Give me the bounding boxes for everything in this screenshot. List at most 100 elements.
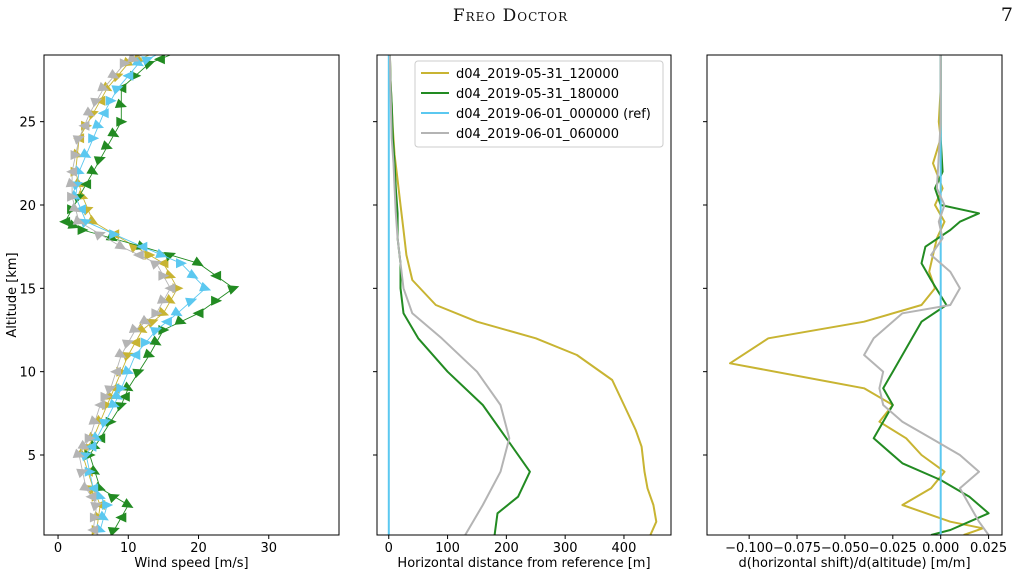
wind-arrow-marker <box>118 391 130 402</box>
wind-arrow-marker <box>114 348 127 358</box>
wind-arrow-marker <box>114 402 127 412</box>
wind-arrow-marker <box>66 166 78 177</box>
x-axis-label: Horizontal distance from reference [m] <box>397 556 650 571</box>
wind-arrow-marker <box>156 294 170 304</box>
x-tick-label: 100 <box>435 541 460 556</box>
wind-arrow-marker <box>128 323 141 333</box>
x-tick-label: 0 <box>385 541 393 556</box>
wind-arrow-marker <box>138 314 151 325</box>
legend-label: d04_2019-06-01_060000 <box>456 127 619 142</box>
wind-arrow-marker <box>144 250 156 260</box>
wind-arrow-marker <box>116 383 128 394</box>
wind-arrow-marker <box>105 95 117 106</box>
wind-arrow-marker <box>132 368 145 379</box>
wind-arrow-marker <box>74 204 86 215</box>
wind-arrow-marker <box>153 55 165 65</box>
wind-arrow-marker <box>96 510 109 521</box>
wind-arrow-marker <box>90 502 103 512</box>
wind-arrow-marker <box>107 527 120 535</box>
series-line-3 <box>388 55 511 535</box>
wind-arrow-marker <box>88 133 100 144</box>
wind-arrow-marker <box>93 231 106 241</box>
wind-arrow-marker <box>199 281 212 292</box>
wind-arrow-marker <box>107 127 120 138</box>
wind-arrow-marker <box>110 366 121 377</box>
wind-arrow-marker <box>160 316 172 327</box>
wind-arrow-marker <box>136 241 148 252</box>
wind-arrow-marker <box>89 512 101 523</box>
x-tick-label: 0.000 <box>922 541 959 556</box>
wind-arrow-marker <box>88 415 101 425</box>
wind-arrow-marker <box>79 481 92 492</box>
wind-arrow-marker <box>78 120 90 131</box>
wind-arrow-marker <box>142 348 156 358</box>
wind-arrow-marker <box>80 179 92 190</box>
wind-arrow-marker <box>227 285 240 295</box>
wind-arrow-marker <box>149 335 162 346</box>
x-tick-label: 300 <box>553 541 578 556</box>
wind-arrow-marker <box>111 85 124 95</box>
wind-arrow-marker <box>129 337 141 348</box>
wind-arrow-marker <box>107 68 120 79</box>
wind-arrow-marker <box>85 441 97 452</box>
x-tick-label: −0.025 <box>869 541 917 556</box>
wind-arrow-marker <box>65 177 78 188</box>
plot-area <box>729 55 990 535</box>
wind-arrow-marker <box>158 270 170 281</box>
x-tick-label: 0 <box>54 541 62 556</box>
x-axis-label: Wind speed [m/s] <box>134 556 248 571</box>
wind-arrow-marker <box>116 116 128 127</box>
wind-arrow-marker <box>141 56 154 66</box>
legend-label: d04_2019-05-31_120000 <box>456 67 619 82</box>
series-line-1 <box>872 55 990 535</box>
axes-frame <box>43 54 340 536</box>
wind-arrow-marker <box>79 148 92 158</box>
wind-arrow-marker <box>131 56 144 67</box>
wind-arrow-marker <box>107 493 120 504</box>
y-tick-label: 5 <box>28 449 36 464</box>
y-tick-label: 20 <box>19 199 36 214</box>
wind-arrow-marker <box>115 512 127 523</box>
x-tick-label: 400 <box>612 541 637 556</box>
axes-frame <box>376 54 672 536</box>
running-header-title: Freo Doctor <box>452 6 569 26</box>
wind-arrow-marker <box>210 270 222 281</box>
wind-arrow-marker <box>149 327 163 337</box>
wind-arrow-marker <box>79 218 92 229</box>
wind-arrow-marker <box>99 418 112 429</box>
wind-arrow-marker <box>132 250 144 260</box>
x-tick-label: −0.100 <box>725 541 773 556</box>
legend: d04_2019-05-31_120000 d04_2019-05-31_1800… <box>414 60 664 148</box>
legend-label: d04_2019-05-31_180000 <box>456 87 619 102</box>
wind-arrow-marker <box>155 248 168 258</box>
wind-arrow-marker <box>107 398 120 408</box>
wind-arrow-marker <box>97 108 109 119</box>
wind-arrow-marker <box>119 58 131 69</box>
y-tick-label: 10 <box>19 366 36 381</box>
wind-arrow-marker <box>77 225 89 235</box>
x-tick-label: 200 <box>494 541 519 556</box>
wind-arrow-marker <box>72 448 85 458</box>
wind-arrow-marker <box>110 389 123 400</box>
x-tick-label: −0.075 <box>773 541 821 556</box>
wind-arrow-marker <box>122 70 134 81</box>
wind-arrow-marker <box>176 258 187 269</box>
wind-arrow-marker <box>149 260 163 270</box>
legend-box <box>414 60 664 148</box>
wind-arrow-marker <box>84 466 96 477</box>
x-axis-label: d(horizontal shift)/d(altitude) [m/m] <box>738 556 970 571</box>
panel-shift-derivative: −0.100 −0.075 −0.050 −0.025 0.000 0.025d(hori… <box>703 54 1007 571</box>
wind-arrow-marker <box>129 350 141 360</box>
wind-arrow-marker <box>90 97 103 108</box>
wind-arrow-marker <box>158 325 170 335</box>
wind-arrow-marker <box>97 81 110 92</box>
wind-arrow-marker <box>105 416 117 427</box>
wind-arrow-marker <box>87 525 99 535</box>
wind-arrow-marker <box>67 191 79 202</box>
x-tick-label: 0.025 <box>970 541 1007 556</box>
plot-area <box>59 55 240 535</box>
wind-arrow-marker <box>70 150 82 160</box>
wind-arrow-marker <box>82 106 95 117</box>
wind-arrow-marker <box>174 315 187 325</box>
